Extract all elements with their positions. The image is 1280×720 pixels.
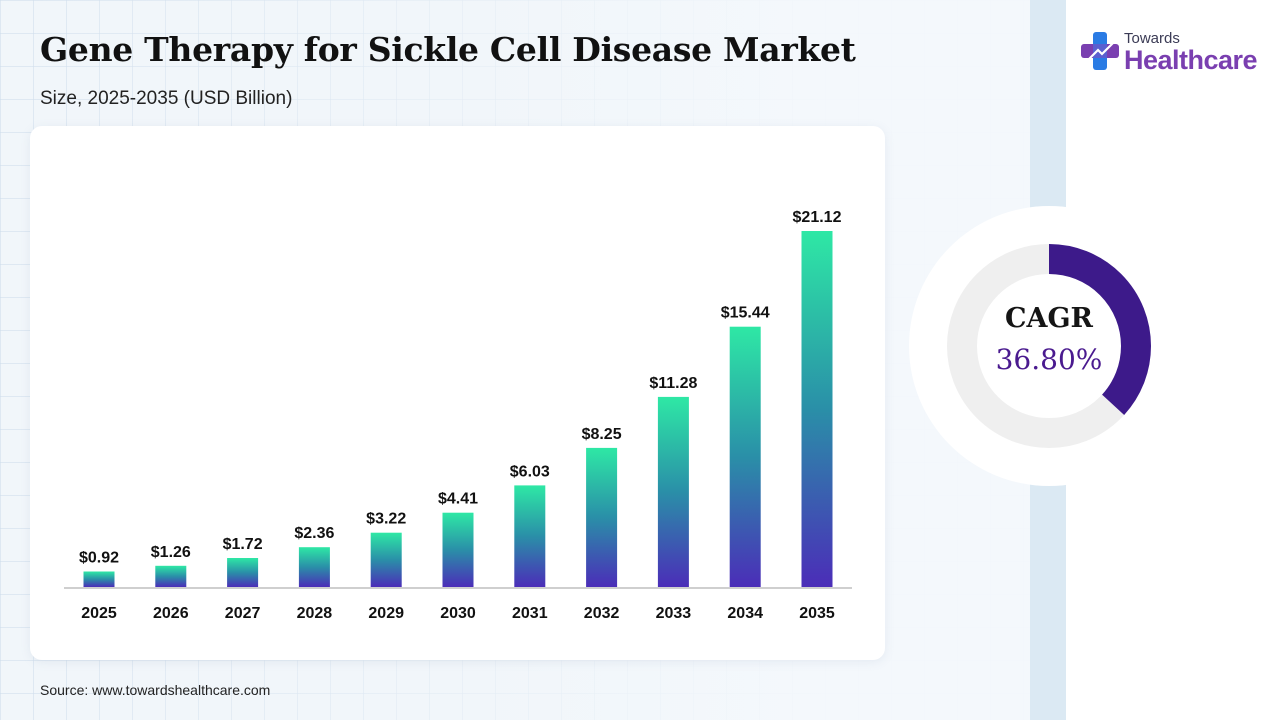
bar-2032: [586, 447, 618, 587]
cagr-value: 36.80%: [995, 343, 1103, 376]
data-label-2034: $15.44: [721, 305, 770, 322]
brand-name-big: Healthcare: [1124, 45, 1258, 75]
data-label-2029: $3.22: [366, 511, 406, 528]
data-label-2027: $1.72: [223, 536, 263, 553]
bar-chart: $0.92 2025 $1.26 2026 $1.72 2027 $2.36 2028 $3.2…: [64, 209, 852, 622]
x-tick-2025: 2025: [81, 605, 117, 622]
data-label-2030: $4.41: [438, 491, 478, 508]
data-label-2031: $6.03: [510, 463, 550, 480]
bar-2028: [298, 547, 330, 587]
bar-2027: [227, 558, 259, 587]
x-tick-2027: 2027: [225, 605, 261, 622]
data-label-2026: $1.26: [151, 544, 191, 561]
data-label-2025: $0.92: [79, 550, 119, 567]
medical-cross-icon: [1081, 32, 1119, 70]
bar-2026: [155, 565, 187, 587]
chart-title: Gene Therapy for Sickle Cell Disease Mar…: [40, 30, 856, 69]
chart-subtitle: Size, 2025-2035 (USD Billion): [40, 88, 293, 109]
x-tick-2034: 2034: [727, 605, 763, 622]
cagr-donut: CAGR 36.80%: [908, 205, 1190, 487]
brand-name-small: Towards: [1124, 30, 1180, 47]
x-tick-2029: 2029: [368, 605, 404, 622]
bar-2025: [83, 571, 115, 587]
bar-2033: [657, 396, 689, 587]
bar-2029: [370, 532, 402, 587]
data-label-2033: $11.28: [649, 375, 697, 392]
bar-2030: [442, 512, 474, 587]
cagr-ring: [909, 206, 1189, 486]
bar-2035: [801, 231, 833, 587]
x-tick-2033: 2033: [656, 605, 692, 622]
bar-2031: [514, 485, 546, 587]
x-tick-2030: 2030: [440, 605, 476, 622]
data-label-2035: $21.12: [793, 209, 842, 226]
brand-logo: Towards Healthcare: [1078, 28, 1268, 78]
data-label-2032: $8.25: [582, 426, 622, 443]
cagr-progress-arc: [947, 244, 1151, 448]
data-label-2028: $2.36: [294, 525, 334, 542]
x-tick-2035: 2035: [799, 605, 835, 622]
x-tick-2026: 2026: [153, 605, 189, 622]
bar-2034: [729, 326, 761, 587]
x-tick-2028: 2028: [297, 605, 333, 622]
source-note: Source: www.towardshealthcare.com: [40, 682, 271, 698]
x-tick-2032: 2032: [584, 605, 620, 622]
x-tick-2031: 2031: [512, 605, 548, 622]
cagr-label: CAGR: [1005, 303, 1093, 334]
